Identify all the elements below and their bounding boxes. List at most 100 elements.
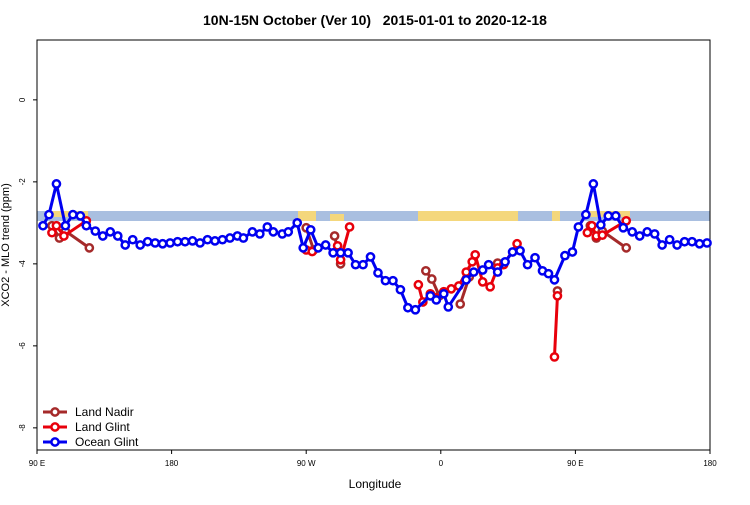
- land-patch: [552, 211, 560, 221]
- point: [552, 290, 563, 301]
- point: [595, 220, 606, 230]
- point: [187, 236, 198, 246]
- point: [180, 236, 190, 247]
- point: [202, 234, 213, 245]
- point: [90, 226, 101, 236]
- point: [597, 230, 608, 241]
- point: [38, 220, 48, 231]
- point: [343, 247, 353, 258]
- point: [313, 243, 324, 253]
- point: [483, 259, 494, 270]
- y-axis-label: XCO2 - MLO trend (ppm): [0, 183, 12, 306]
- legend-marker: [50, 437, 60, 447]
- y-tick-label: -8: [18, 424, 27, 432]
- point: [588, 179, 599, 189]
- point: [573, 222, 584, 232]
- point: [350, 259, 361, 270]
- point: [446, 284, 457, 294]
- point: [165, 238, 175, 248]
- point: [120, 240, 131, 250]
- point: [500, 256, 510, 267]
- point: [468, 267, 479, 277]
- point: [603, 211, 614, 221]
- point: [142, 236, 153, 247]
- y-tick-label: -4: [18, 260, 27, 268]
- point: [410, 304, 421, 315]
- point: [515, 245, 525, 256]
- point: [477, 277, 488, 287]
- point: [694, 238, 705, 249]
- point: [618, 222, 629, 233]
- point: [587, 220, 597, 231]
- point: [679, 236, 690, 247]
- point: [210, 236, 220, 246]
- point: [262, 222, 273, 232]
- y-tick-label: -2: [18, 178, 27, 186]
- point: [127, 234, 138, 245]
- legend-label: Land Nadir: [75, 405, 134, 419]
- point: [51, 220, 62, 231]
- point: [81, 220, 92, 231]
- point: [68, 209, 78, 220]
- point: [549, 275, 560, 285]
- x-tick-label: 180: [165, 459, 179, 468]
- x-tick-label: 90 E: [567, 459, 583, 468]
- point: [420, 265, 431, 276]
- point: [581, 209, 591, 220]
- point: [335, 247, 346, 258]
- point: [492, 267, 503, 277]
- point: [195, 238, 205, 248]
- legend-marker: [50, 407, 60, 417]
- legend-label: Land Glint: [75, 420, 130, 434]
- x-tick-label: 180: [703, 459, 717, 468]
- ocean-strip: [37, 211, 710, 221]
- point: [443, 302, 454, 312]
- point: [455, 299, 466, 309]
- y-tick-label: 0: [18, 97, 27, 102]
- point: [84, 243, 95, 253]
- point: [530, 252, 540, 263]
- point: [328, 247, 338, 258]
- point: [344, 222, 355, 232]
- point: [461, 267, 472, 277]
- x-tick-label: 0: [439, 459, 444, 468]
- point: [305, 224, 316, 235]
- point: [470, 249, 481, 260]
- legend-label: Ocean Glint: [75, 435, 139, 449]
- point: [59, 231, 69, 241]
- point: [380, 275, 391, 286]
- point: [320, 240, 331, 250]
- point: [543, 268, 554, 279]
- land-patch: [298, 211, 316, 221]
- land-patch: [418, 211, 518, 221]
- point: [97, 231, 108, 241]
- x-tick-label: 90 W: [297, 459, 316, 468]
- point: [621, 243, 632, 253]
- point: [672, 240, 682, 250]
- point: [438, 288, 449, 299]
- point: [657, 240, 667, 250]
- point: [687, 236, 697, 247]
- point: [522, 259, 533, 270]
- chart-title: 10N-15N October (Ver 10) 2015-01-01 to 2…: [203, 12, 547, 28]
- point: [649, 229, 660, 239]
- point: [292, 218, 303, 228]
- point: [60, 220, 71, 231]
- point: [238, 233, 249, 243]
- point: [477, 265, 488, 275]
- point: [105, 227, 116, 237]
- point: [395, 284, 406, 295]
- point: [485, 281, 496, 292]
- point: [610, 211, 621, 221]
- y-tick-label: -6: [18, 342, 27, 350]
- point: [44, 209, 54, 220]
- point: [51, 179, 62, 189]
- point: [365, 252, 376, 262]
- point: [47, 227, 57, 238]
- point: [329, 231, 340, 241]
- point: [549, 352, 560, 362]
- point: [627, 227, 638, 237]
- point: [75, 211, 86, 221]
- land-patch: [330, 214, 344, 221]
